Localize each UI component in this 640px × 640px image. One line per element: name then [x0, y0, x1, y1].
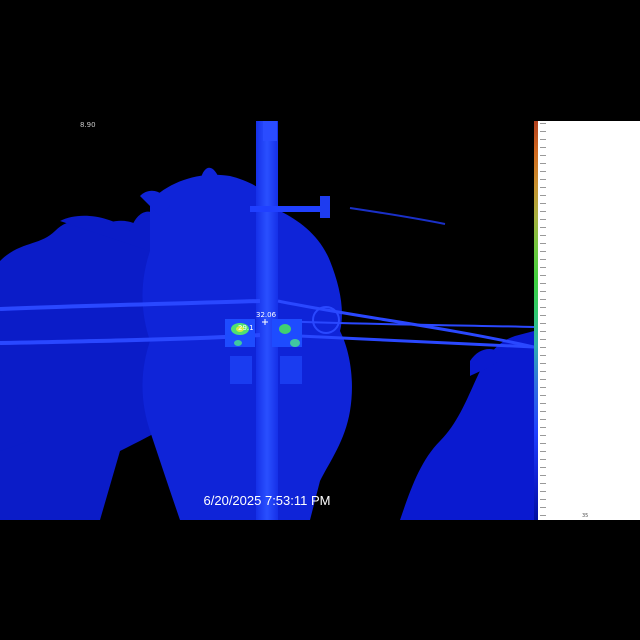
thermal-scene: [0, 121, 534, 520]
pole-top: [263, 121, 277, 141]
left-tree: [0, 211, 175, 520]
spot-readout-lower: 29.1: [238, 324, 254, 332]
scale-ticks: [540, 123, 546, 517]
equipment-cluster: [225, 319, 302, 384]
thermal-image: 8.90 32.06 29.1 6/20/2025 7:53:11 PM: [0, 121, 534, 520]
capture-timestamp: 6/20/2025 7:53:11 PM: [203, 493, 331, 508]
crossarm-insulator: [320, 196, 330, 218]
temperature-scale-panel: 35: [534, 121, 640, 520]
hotspot-right: [279, 324, 291, 334]
color-scale-bar: [534, 121, 538, 520]
center-palms: [140, 167, 352, 520]
spot-readout-upper: 32.06: [256, 311, 277, 319]
top-left-readout: 8.90: [80, 121, 96, 129]
right-palm: [400, 331, 534, 520]
utility-pole: [256, 121, 278, 520]
pole-crossarm: [250, 206, 330, 212]
thermal-frame: 8.90 32.06 29.1 6/20/2025 7:53:11 PM 35: [0, 121, 640, 520]
scale-bottom-label: 35: [582, 513, 589, 519]
spot-marker: [262, 319, 268, 325]
